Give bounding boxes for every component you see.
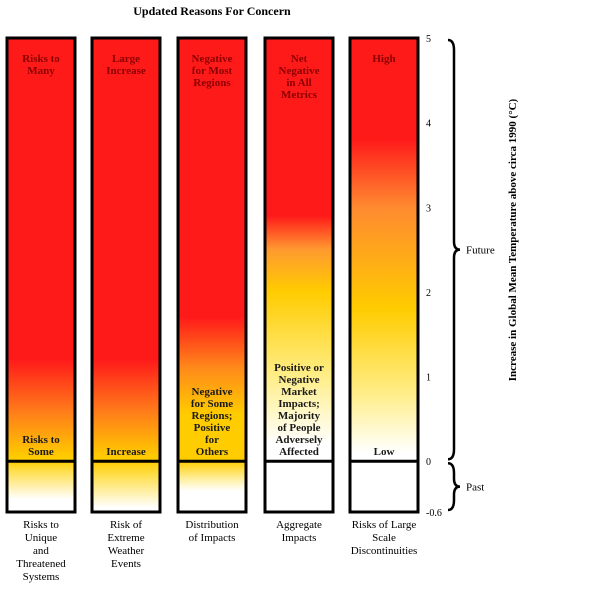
y-tick-label: 1	[426, 373, 431, 384]
bar-fill	[176, 36, 248, 514]
bar-top-label: Large	[112, 53, 140, 65]
y-tick-label: 3	[426, 203, 431, 214]
bar-low-label: Positive or	[274, 362, 324, 374]
bar-low-label: of People	[277, 422, 320, 434]
bar-low-label: Increase	[106, 446, 146, 458]
y-tick-label: -0.6	[426, 508, 442, 519]
category-label: Discontinuities	[351, 545, 418, 557]
y-tick-label: 2	[426, 288, 431, 299]
bar-low-label: Affected	[279, 446, 319, 458]
bar-low-label: Others	[196, 446, 229, 458]
y-tick-label: 0	[426, 457, 431, 468]
bar-low-label: Risks to	[22, 434, 60, 446]
category-label: Extreme	[107, 532, 144, 544]
bar-low-label: Adversely	[275, 434, 323, 446]
range-brace: Past	[447, 461, 484, 512]
bar-low-label: Some	[28, 446, 54, 458]
bar-fill	[90, 36, 162, 514]
category-label: and	[33, 545, 49, 557]
category-label: Risks of Large	[352, 519, 417, 531]
category-label: Impacts	[282, 532, 317, 544]
bar-top-label: High	[372, 53, 395, 65]
bar-low-label: Majority	[278, 410, 321, 422]
category-label: Events	[111, 558, 141, 570]
bar-low-label: Negative	[192, 386, 233, 398]
category-label: Distribution	[185, 519, 239, 531]
bar-low-label: Low	[374, 446, 395, 458]
bar-top-label: in All	[286, 77, 311, 89]
chart-title: Updated Reasons For Concern	[133, 4, 291, 18]
category-label: Risks to	[23, 519, 59, 531]
category-label: Scale	[372, 532, 396, 544]
category-label: Unique	[25, 532, 58, 544]
category-label: Aggregate	[276, 519, 322, 531]
bar-top-label: Regions	[193, 77, 231, 89]
category-label: Risk of	[110, 519, 142, 531]
bar-top-label: Negative	[192, 53, 233, 65]
bar-low-label: for	[205, 434, 219, 446]
range-label: Past	[466, 482, 484, 494]
category-label: Threatened	[16, 558, 66, 570]
bar-top-label: Metrics	[281, 89, 318, 101]
bar-fill	[348, 36, 420, 514]
bar-top-label: Risks to	[22, 53, 60, 65]
bar-fill	[5, 36, 77, 514]
bar-low-label: for Some	[191, 398, 233, 410]
category-label: Systems	[23, 571, 60, 583]
bar-top-label: Increase	[106, 65, 146, 77]
bar-low-label: Positive	[194, 422, 231, 434]
bar-top-label: Net	[291, 53, 308, 65]
y-tick-label: 4	[426, 119, 431, 130]
bar-top-label: Many	[27, 65, 55, 77]
range-brace: Future	[447, 38, 495, 461]
category-label: of Impacts	[189, 532, 236, 544]
bar-top-label: for Most	[192, 65, 233, 77]
bar-low-label: Regions;	[192, 410, 233, 422]
bar-fill	[263, 36, 335, 514]
bar-low-label: Market	[281, 386, 317, 398]
range-label: Future	[466, 245, 495, 257]
y-axis: 5 4 3 2 1 0 -0.6 Future Past	[426, 34, 495, 519]
y-axis-label: Increase in Global Mean Temperature abov…	[507, 98, 519, 381]
reason-bar: High Low Risks of LargeScaleDiscontinuitie…	[348, 36, 420, 557]
bar-low-label: Negative	[279, 374, 320, 386]
bar-top-label: Negative	[279, 65, 320, 77]
bar-low-label: Impacts;	[278, 398, 320, 410]
y-tick-label: 5	[426, 34, 431, 45]
category-label: Weather	[108, 545, 145, 557]
